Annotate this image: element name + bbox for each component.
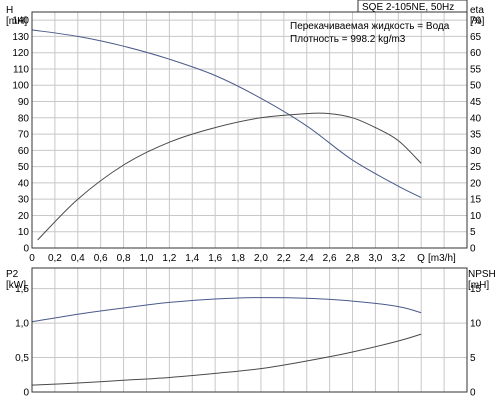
- y-right-tick-label: 20: [470, 178, 482, 189]
- chart-title: SQE 2-105NE, 50Hz: [362, 2, 454, 13]
- y-left-tick-label: 80: [18, 113, 30, 124]
- y-right-tick-label: 55: [470, 64, 482, 75]
- y-right-axis-unit: [%]: [470, 16, 485, 27]
- y-left-tick-label: 40: [18, 178, 30, 189]
- x-tick-label: 1,6: [208, 253, 222, 264]
- y-left-tick-label: 120: [12, 48, 29, 59]
- x-tick-label: 1,2: [162, 253, 176, 264]
- y-right-tick-label: 35: [470, 130, 482, 141]
- y-left-tick-label: 140: [12, 16, 29, 27]
- title-box: [357, 0, 468, 13]
- x-tick-label: 3,0: [368, 253, 382, 264]
- plot-frame: [31, 267, 468, 393]
- y-right-tick-label: 30: [470, 146, 482, 157]
- x-tick-label: 2,0: [254, 253, 268, 264]
- y-left-axis-label: P2: [6, 269, 19, 280]
- x-tick-label: 0,8: [117, 253, 131, 264]
- y-left-tick-label: 20: [18, 211, 30, 222]
- y-right-axis-label: eta: [470, 5, 484, 16]
- y-left-tick-label: 1,0: [15, 319, 29, 330]
- y-right-tick-label: 15: [470, 195, 482, 206]
- x-tick-label: 1,8: [231, 253, 245, 264]
- y-right-tick-label: 15: [470, 284, 482, 295]
- x-tick-label: 2,2: [277, 253, 291, 264]
- y-right-axis-label: NPSH: [468, 269, 496, 280]
- info-line-1: Перекачиваемая жидкость = Вода: [290, 21, 450, 32]
- y-left-tick-label: 30: [18, 195, 30, 206]
- x-tick-label: 2,8: [346, 253, 360, 264]
- y-left-axis-label: H: [6, 5, 13, 16]
- y-left-axis-unit: [mH]: [6, 16, 27, 27]
- x-tick-label: 0,4: [71, 253, 85, 264]
- series-line-1: [31, 297, 422, 323]
- y-left-tick-label: 10: [18, 227, 30, 238]
- x-tick-label: 3,2: [391, 253, 405, 264]
- y-left-tick-label: 90: [18, 97, 30, 108]
- y-left-tick-label: 50: [18, 162, 30, 173]
- y-left-tick-label: 130: [12, 32, 29, 43]
- y-right-tick-label: 70: [470, 16, 482, 27]
- x-tick-label: 0,2: [48, 253, 62, 264]
- y-left-tick-label: 100: [12, 81, 29, 92]
- series-line-1: [31, 29, 422, 198]
- y-left-tick-label: 1,5: [15, 284, 29, 295]
- x-tick-label: 0: [29, 253, 35, 264]
- plot-area: [32, 12, 467, 248]
- x-tick-label: 1,0: [140, 253, 154, 264]
- plot-area: [32, 268, 467, 392]
- x-tick-label: 2,4: [300, 253, 314, 264]
- y-right-tick-label: 45: [470, 97, 482, 108]
- x-tick-label: 1,4: [185, 253, 199, 264]
- y-right-tick-label: 40: [470, 113, 482, 124]
- y-left-tick-label: 60: [18, 146, 30, 157]
- y-left-tick-label: 0,5: [15, 353, 29, 364]
- y-left-tick-label: 110: [13, 64, 29, 75]
- x-axis-unit: [m3/h]: [428, 253, 456, 264]
- y-right-tick-label: 65: [470, 32, 482, 43]
- y-right-tick-label: 0: [470, 244, 476, 255]
- series-line-2: [37, 112, 422, 241]
- plot-frame: [31, 11, 468, 249]
- y-right-tick-label: 25: [470, 162, 482, 173]
- y-right-axis-unit: [mH]: [468, 280, 489, 291]
- y-right-tick-label: 50: [470, 81, 482, 92]
- head-efficiency-chart: 0 10 20 30 40 50 60 70 80 90 100 110 120 130 140 0 5 10 15…: [6, 0, 485, 264]
- y-left-tick-label: 70: [18, 130, 30, 141]
- x-tick-label: 2,6: [323, 253, 337, 264]
- info-line-2: Плотность = 998.2 kg/m3: [290, 34, 406, 45]
- y-right-tick-label: 60: [470, 48, 482, 59]
- x-tick-label: 0,6: [94, 253, 108, 264]
- y-left-tick-label: 0: [23, 244, 29, 255]
- y-right-tick-label: 10: [470, 319, 482, 330]
- y-right-tick-label: 5: [470, 353, 476, 364]
- power-npsh-chart: 0 0,5 1,0 1,5 0 5 10 15 P2[kW] NPSH[mH]: [6, 267, 496, 399]
- series-line-2: [31, 333, 422, 386]
- y-right-tick-label: 10: [470, 211, 482, 222]
- y-right-tick-label: 5: [470, 227, 476, 238]
- y-left-axis-unit: [kW]: [6, 280, 26, 291]
- y-right-tick-label: 0: [470, 388, 476, 399]
- x-axis-label: Q: [417, 253, 425, 264]
- y-left-tick-label: 0: [23, 388, 29, 399]
